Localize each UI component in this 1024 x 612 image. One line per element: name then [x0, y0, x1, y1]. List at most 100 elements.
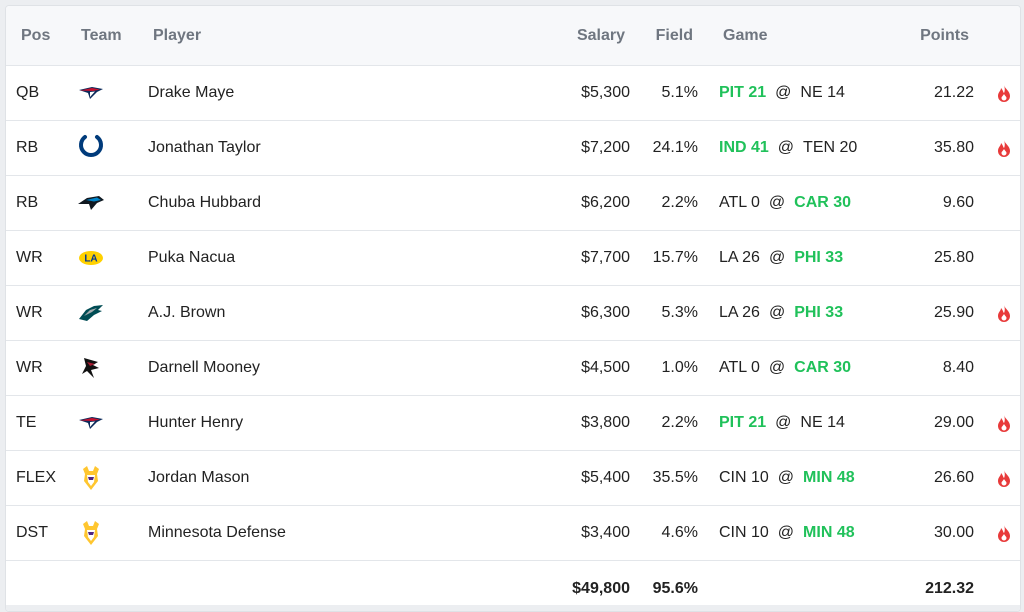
field-cell: 2.2%	[661, 414, 698, 431]
field-cell: 5.3%	[661, 304, 698, 321]
patriots-logo-icon	[76, 66, 106, 120]
lineup-table: Pos Team Player Salary Field Game Points…	[5, 5, 1021, 612]
total-points: 212.32	[925, 579, 974, 597]
points-cell: 21.22	[933, 84, 974, 101]
points-cell: 29.00	[933, 414, 974, 431]
points-cell: 35.80	[933, 139, 974, 156]
points-cell: 8.40	[942, 359, 974, 376]
salary-cell: $5,300	[581, 84, 630, 101]
game-home-team: TEN 20	[803, 139, 858, 156]
colts-logo-icon	[76, 121, 106, 175]
salary-cell: $6,200	[581, 194, 630, 211]
game-away-team: CIN 10	[719, 524, 769, 541]
card-bottom-edge	[6, 605, 1020, 611]
game-away-team: PIT 21	[719, 414, 767, 431]
salary-cell: $3,800	[581, 414, 630, 431]
table-row[interactable]: WR A.J. Brown $6,300 5.3% LA 26 @ PHI 33…	[6, 286, 1020, 341]
header-pos[interactable]: Pos	[21, 26, 51, 44]
points-cell: 30.00	[933, 524, 974, 541]
table-row[interactable]: WR LA Puka Nacua $7,700 15.7% LA 26 @ PH…	[6, 231, 1020, 286]
game-away-team: LA 26	[719, 249, 760, 266]
game-away-team: PIT 21	[719, 84, 767, 101]
header-player[interactable]: Player	[153, 26, 202, 44]
player-name[interactable]: Chuba Hubbard	[148, 194, 261, 211]
field-cell: 2.2%	[661, 194, 698, 211]
game-at-symbol: @	[777, 524, 795, 541]
game-away-team: LA 26	[719, 304, 760, 321]
table-row[interactable]: WR Darnell Mooney $4,500 1.0% ATL 0 @ CA…	[6, 341, 1020, 396]
points-cell: 25.80	[933, 249, 974, 266]
game-home-team: PHI 33	[794, 249, 844, 266]
game-away-team: ATL 0	[719, 194, 760, 211]
patriots-logo-icon	[76, 396, 106, 450]
game-at-symbol: @	[768, 359, 786, 376]
table-row[interactable]: DST Minnesota Defense $3,400 4.6% CIN 10…	[6, 506, 1020, 561]
game-cell: LA 26 @ PHI 33	[719, 231, 843, 285]
pos-cell: FLEX	[16, 469, 57, 486]
player-name[interactable]: Darnell Mooney	[148, 359, 261, 376]
salary-cell: $4,500	[581, 359, 630, 376]
field-cell: 24.1%	[652, 139, 698, 156]
game-at-symbol: @	[768, 304, 786, 321]
game-at-symbol: @	[777, 139, 795, 156]
field-cell: 15.7%	[652, 249, 698, 266]
field-cell: 1.0%	[661, 359, 698, 376]
game-home-team: NE 14	[800, 414, 845, 431]
table-row[interactable]: RB Chuba Hubbard $6,200 2.2% ATL 0 @ CAR…	[6, 176, 1020, 231]
fire-icon	[994, 66, 1014, 120]
header-field[interactable]: Field	[655, 26, 693, 44]
player-name[interactable]: Minnesota Defense	[148, 524, 286, 541]
table-row[interactable]: FLEX Jordan Mason $5,400 35.5% CIN 10 @ …	[6, 451, 1020, 506]
pos-cell: RB	[16, 194, 39, 211]
header-team[interactable]: Team	[81, 26, 122, 44]
pos-cell: WR	[16, 304, 43, 321]
total-field: 95.6%	[652, 579, 698, 597]
points-cell: 25.90	[933, 304, 974, 321]
game-away-team: ATL 0	[719, 359, 760, 376]
vikings-logo-icon	[76, 506, 106, 560]
pos-cell: QB	[16, 84, 40, 101]
game-cell: ATL 0 @ CAR 30	[719, 176, 851, 230]
game-at-symbol: @	[768, 249, 786, 266]
pos-cell: RB	[16, 139, 39, 156]
header-salary[interactable]: Salary	[576, 26, 625, 44]
game-home-team: NE 14	[800, 84, 845, 101]
table-row[interactable]: TE Hunter Henry $3,800 2.2% PIT 21 @ NE …	[6, 396, 1020, 451]
pos-cell: TE	[16, 414, 37, 431]
game-cell: ATL 0 @ CAR 30	[719, 341, 851, 395]
game-away-team: IND 41	[719, 139, 769, 156]
salary-cell: $7,200	[581, 139, 630, 156]
pos-cell: WR	[16, 359, 43, 376]
table-header: Pos Team Player Salary Field Game Points	[6, 6, 1020, 66]
totals-row: $49,800 95.6% 212.32	[6, 561, 1020, 611]
salary-cell: $5,400	[581, 469, 630, 486]
game-at-symbol: @	[777, 469, 795, 486]
player-name[interactable]: Drake Maye	[148, 84, 235, 101]
fire-icon	[994, 451, 1014, 505]
player-name[interactable]: A.J. Brown	[148, 304, 226, 321]
falcons-logo-icon	[76, 341, 106, 395]
table-row[interactable]: RB Jonathan Taylor $7,200 24.1% IND 41 @…	[6, 121, 1020, 176]
game-away-team: CIN 10	[719, 469, 769, 486]
fire-icon	[994, 286, 1014, 340]
total-salary: $49,800	[572, 579, 630, 597]
field-cell: 5.1%	[661, 84, 698, 101]
player-name[interactable]: Jonathan Taylor	[148, 139, 261, 156]
game-home-team: MIN 48	[803, 524, 855, 541]
eagles-logo-icon	[76, 286, 106, 340]
player-name[interactable]: Puka Nacua	[148, 249, 236, 266]
table-row[interactable]: QB Drake Maye $5,300 5.1% PIT 21 @ NE 14…	[6, 66, 1020, 121]
vikings-logo-icon	[76, 451, 106, 505]
header-game[interactable]: Game	[723, 26, 768, 44]
player-name[interactable]: Hunter Henry	[148, 414, 244, 431]
game-cell: CIN 10 @ MIN 48	[719, 506, 855, 560]
game-home-team: CAR 30	[794, 194, 852, 211]
player-name[interactable]: Jordan Mason	[148, 469, 250, 486]
panthers-logo-icon	[76, 176, 106, 230]
field-cell: 4.6%	[661, 524, 698, 541]
game-at-symbol: @	[775, 84, 792, 101]
salary-cell: $6,300	[581, 304, 630, 321]
header-points[interactable]: Points	[920, 26, 969, 44]
pos-cell: DST	[16, 524, 48, 541]
field-cell: 35.5%	[652, 469, 698, 486]
